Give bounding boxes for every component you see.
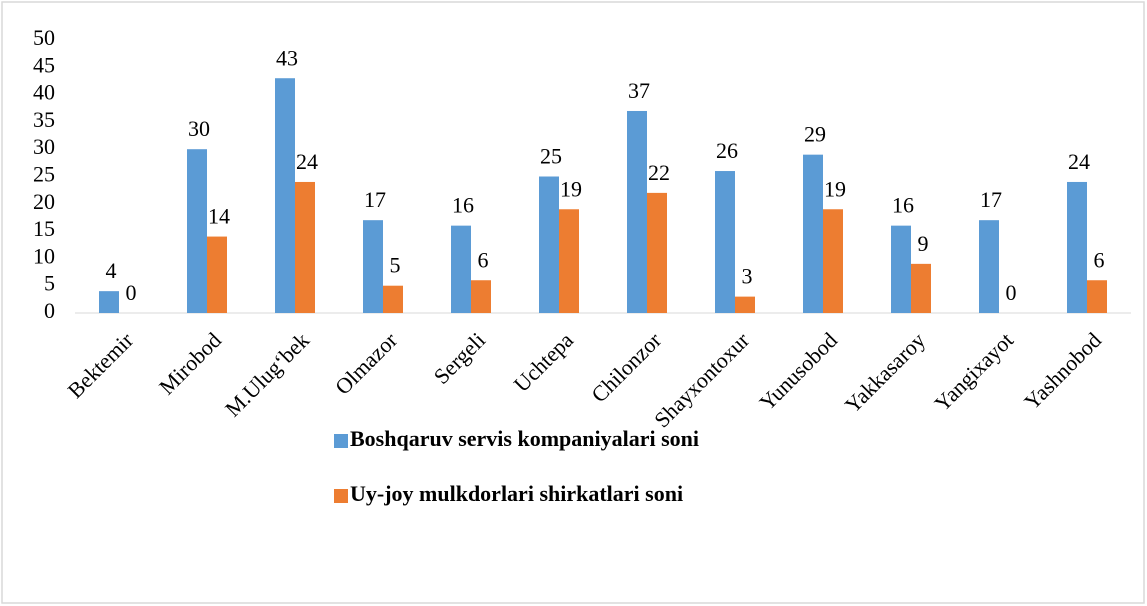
bar	[715, 171, 735, 313]
bar	[979, 220, 999, 313]
bar	[559, 209, 579, 313]
y-tick-label: 35	[33, 107, 55, 132]
legend-label: Uy-joy mulkdorlari shirkatlari soni	[350, 481, 683, 506]
bar	[275, 78, 295, 313]
y-tick-label: 45	[33, 52, 55, 77]
legend-label: Boshqaruv servis kompaniyalari soni	[350, 426, 699, 451]
bar	[187, 149, 207, 313]
bar	[363, 220, 383, 313]
data-label: 30	[188, 116, 210, 141]
bar	[803, 154, 823, 313]
data-label: 17	[980, 187, 1002, 212]
bar	[207, 236, 227, 313]
data-label: 19	[824, 176, 846, 201]
data-label: 25	[540, 144, 562, 169]
bar	[627, 110, 647, 313]
data-label: 3	[742, 264, 753, 289]
data-label: 16	[892, 193, 914, 218]
data-label: 29	[804, 122, 826, 147]
data-label: 5	[390, 253, 401, 278]
y-tick-label: 25	[33, 162, 55, 187]
data-label: 43	[276, 45, 298, 70]
y-tick-label: 30	[33, 134, 55, 159]
y-tick-label: 50	[33, 25, 55, 50]
bar	[295, 181, 315, 313]
bar	[471, 280, 491, 313]
data-label: 26	[716, 138, 738, 163]
bar	[735, 296, 755, 313]
y-tick-label: 40	[33, 80, 55, 105]
data-label: 24	[1068, 149, 1090, 174]
data-label: 37	[628, 78, 650, 103]
bar	[647, 192, 667, 313]
data-label: 19	[560, 176, 582, 201]
bar	[823, 209, 843, 313]
bar	[911, 263, 931, 313]
legend-swatch	[334, 489, 348, 503]
data-label: 0	[126, 280, 137, 305]
data-label: 24	[296, 149, 318, 174]
data-label: 4	[106, 258, 117, 283]
data-label: 22	[648, 160, 670, 185]
bar	[891, 225, 911, 313]
data-label: 16	[452, 193, 474, 218]
data-label: 9	[918, 231, 929, 256]
data-label: 6	[478, 247, 489, 272]
data-label: 6	[1094, 247, 1105, 272]
bar	[1067, 181, 1087, 313]
bar	[1087, 280, 1107, 313]
bar	[451, 225, 471, 313]
y-tick-label: 10	[33, 243, 55, 268]
bar	[383, 285, 403, 313]
data-label: 0	[1006, 280, 1017, 305]
y-tick-label: 20	[33, 189, 55, 214]
data-label: 17	[364, 187, 386, 212]
data-label: 14	[208, 204, 230, 229]
y-tick-label: 5	[44, 271, 55, 296]
legend-swatch	[334, 434, 348, 448]
bar	[539, 176, 559, 313]
bar	[99, 291, 119, 313]
y-tick-label: 15	[33, 216, 55, 241]
y-tick-label: 0	[44, 298, 55, 323]
